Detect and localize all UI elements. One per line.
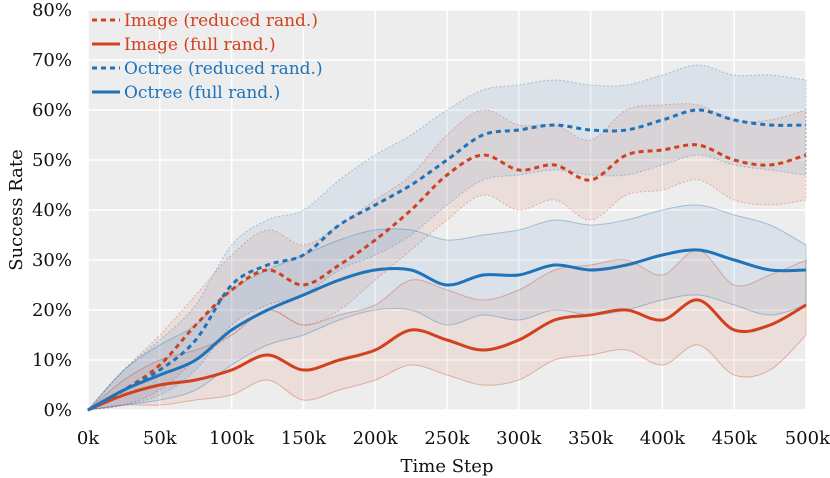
x-tick-label: 250k <box>424 428 470 449</box>
y-tick-label: 20% <box>32 300 72 321</box>
confidence-band <box>86 64 807 411</box>
x-tick-label: 300k <box>496 428 542 449</box>
legend: Image (reduced rand.) Image (full rand.) O… <box>92 11 323 103</box>
x-tick-label: 500k <box>785 428 830 449</box>
x-tick-label: 350k <box>568 428 614 449</box>
legend-label: Image (full rand.) <box>124 35 276 55</box>
grid-lines <box>87 9 807 411</box>
legend-label: Octree (reduced rand.) <box>124 59 323 79</box>
y-tick-label: 50% <box>32 150 72 171</box>
x-tick-labels: 0k 50k 100k 150k 200k 250k 300k 350k 400k 450k 500… <box>77 428 830 449</box>
x-tick-label: 50k <box>143 428 178 449</box>
x-tick-label: 400k <box>640 428 686 449</box>
y-tick-label: 10% <box>32 350 72 371</box>
x-tick-label: 200k <box>353 428 399 449</box>
series-line <box>87 298 807 412</box>
y-tick-labels: 0% 10% 20% 30% 40% 50% 60% 70% 80% <box>32 0 72 421</box>
series-line <box>87 108 807 412</box>
series-line <box>87 248 807 412</box>
confidence-band <box>86 249 807 411</box>
confidence-band <box>86 204 807 411</box>
legend-label: Image (reduced rand.) <box>124 11 318 31</box>
y-tick-label: 60% <box>32 100 72 121</box>
x-tick-label: 150k <box>281 428 327 449</box>
x-tick-label: 100k <box>209 428 255 449</box>
y-tick-label: 0% <box>43 400 72 421</box>
y-tick-label: 80% <box>32 0 72 21</box>
x-tick-label: 450k <box>712 428 758 449</box>
y-tick-label: 40% <box>32 200 72 221</box>
y-axis-label: Success Rate <box>6 149 27 271</box>
y-tick-label: 30% <box>32 250 72 271</box>
x-tick-label: 0k <box>77 428 100 449</box>
y-tick-label: 70% <box>32 50 72 71</box>
legend-label: Octree (full rand.) <box>124 83 280 103</box>
series-lines <box>87 108 807 412</box>
x-axis-label: Time Step <box>401 456 494 477</box>
series-line <box>87 143 807 412</box>
